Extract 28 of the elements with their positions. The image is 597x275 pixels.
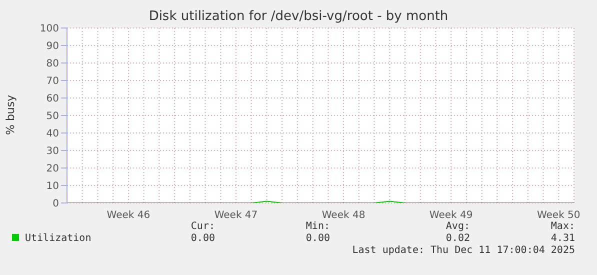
y-tick-label: 70 [46,76,59,88]
text: 4.31 [550,233,575,244]
x-tick-label: Week 46 [106,210,150,222]
y-tick-label: 40 [46,128,59,140]
y-tick-label: 10 [46,181,59,192]
text: Last update: Thu Dec 11 17:00:04 2025 [352,245,575,256]
text: Max: [550,221,575,232]
y-tick-label: 50 [46,111,59,122]
text: Min: [306,221,330,232]
y-tick-label: 80 [46,58,59,70]
text: Cur: [190,221,215,232]
y-tick-label: 30 [46,146,59,158]
x-tick-label: Week 47 [214,210,258,222]
y-tick-label: 0 [52,198,59,210]
y-tick-label: 20 [46,164,59,175]
y-axis-title: % busy [4,94,17,135]
text: 0.00 [190,233,215,244]
text: Avg: [446,221,470,232]
y-tick-label: 60 [46,94,59,105]
legend-label: Utilization [24,233,92,244]
x-tick-label: Week 48 [322,210,366,222]
text: 0.00 [306,233,330,244]
chart-title: Disk utilization for /dev/bsi-vg/root - by month [148,9,450,24]
x-tick-label: Week 50 [536,210,580,222]
y-tick-label: 90 [46,41,59,52]
y-tick-label: 100 [40,24,59,35]
text: 0.02 [446,233,470,244]
x-tick-label: Week 49 [429,210,473,222]
